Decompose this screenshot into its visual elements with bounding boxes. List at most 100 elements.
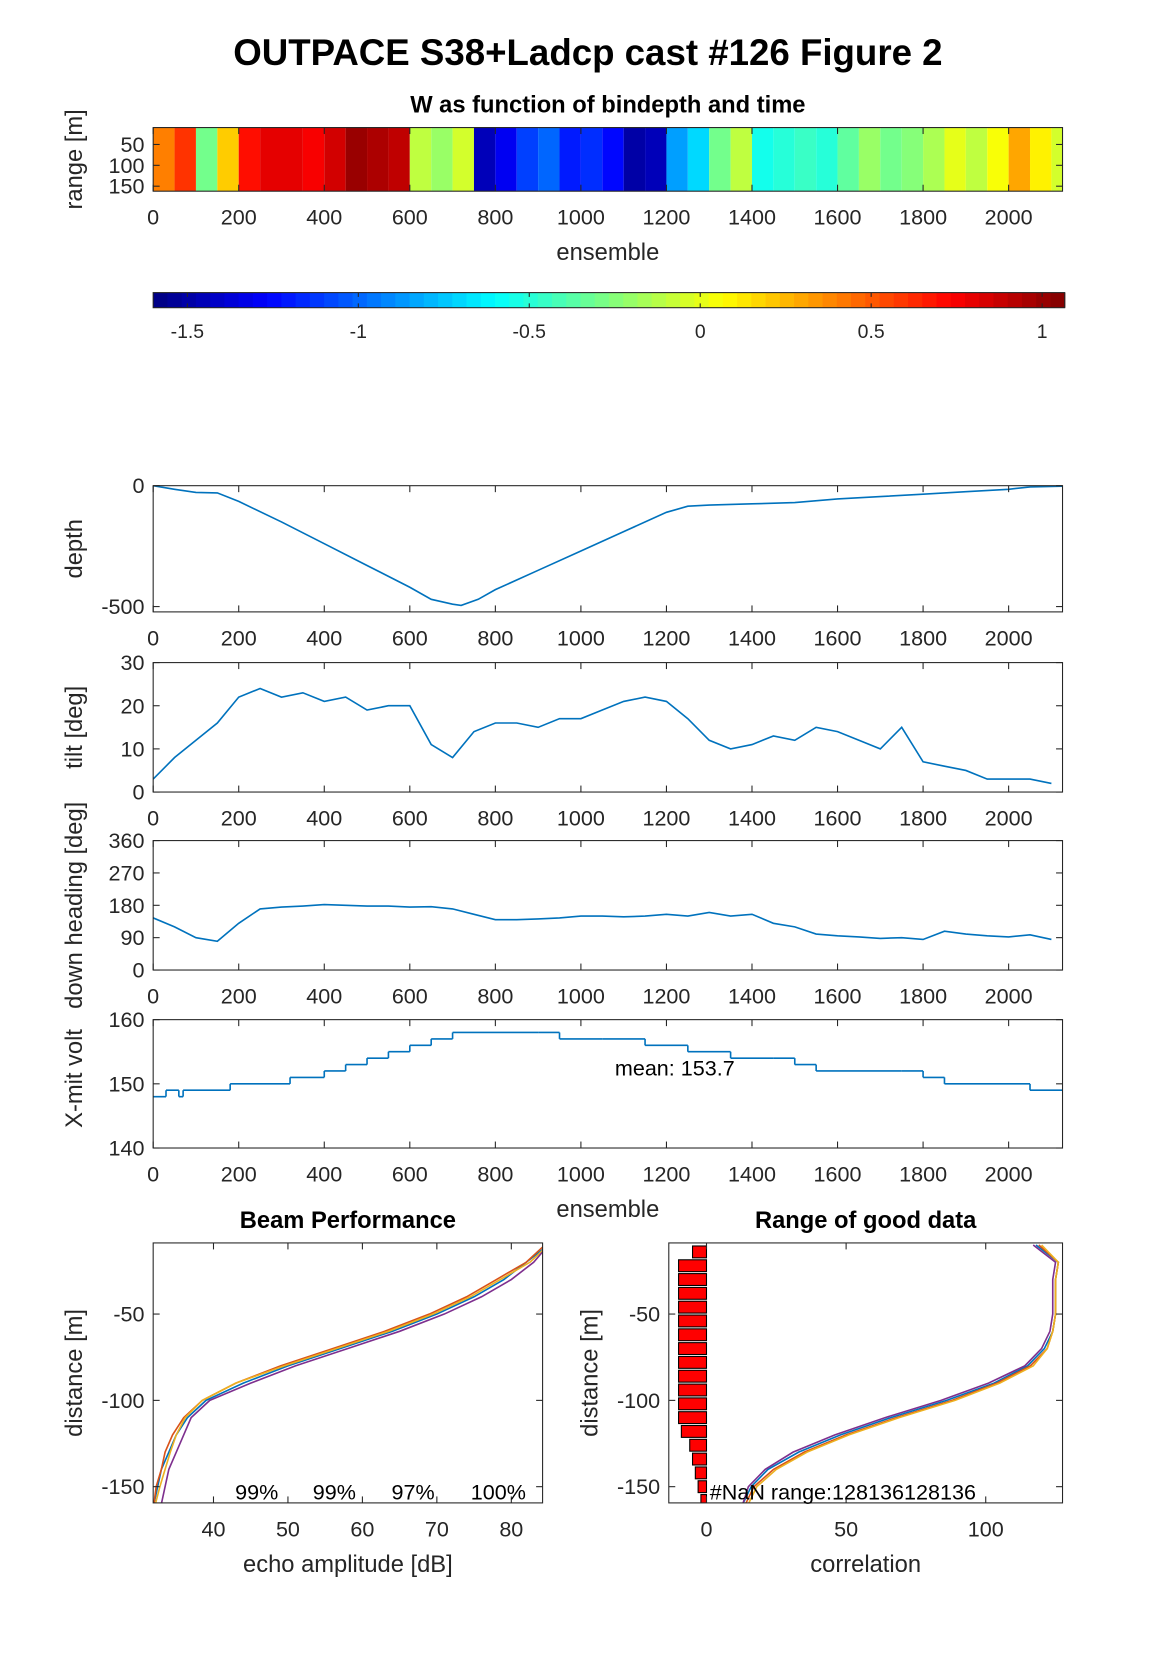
y-tick-label: 10 [121,736,145,761]
x-tick-label: 0 [147,205,159,230]
annotation: 100% [471,1480,526,1505]
heatmap-cell [837,127,859,192]
plot-area [153,485,1063,607]
x-tick-label: 200 [221,983,257,1008]
nan-bar [678,1383,708,1397]
profile-line [154,1249,543,1503]
colorbar-stripe [993,292,1009,308]
y-tick-label: -50 [629,1302,660,1327]
x-axis-label: ensemble [556,240,659,266]
colorbar-stripe [466,292,482,308]
y-tick-label: -150 [101,1474,144,1499]
y-tick-label: -100 [617,1388,660,1413]
nan-bar [678,1369,708,1383]
x-tick-label: 200 [221,625,257,650]
x-tick-label: 1200 [642,805,690,830]
axes-background [153,1242,543,1503]
y-tick-label: 160 [109,1007,145,1032]
nan-bar [694,1466,708,1480]
heatmap-cell [388,127,410,192]
axes-background [668,1242,1063,1503]
colorbar-stripe [238,292,254,308]
x-tick-label: 1400 [728,1161,776,1186]
x-tick-label: 0 [147,1161,159,1186]
heatmap-cell [260,127,282,192]
heatmap-cell [901,127,924,192]
heatmap-cell [324,127,346,192]
colorbar-tick-label: -0.5 [513,321,546,343]
x-tick-label: 400 [306,983,342,1008]
colorbar-stripe [494,292,510,308]
axes-title: Range of good data [755,1208,977,1234]
colorbar-stripe [908,292,923,308]
x-axis-label: correlation [810,1552,921,1578]
nan-bar [678,1286,708,1300]
axes-background [153,485,1063,612]
y-tick-label: 140 [109,1136,145,1161]
y-tick-label: 0 [133,958,145,983]
colorbar-tick-label: -1.5 [171,321,204,343]
colorbar-stripe [779,292,795,308]
colorbar-stripe [423,292,439,308]
colorbar-stripe [651,292,667,308]
colorbar-stripe [566,292,582,308]
x-tick-label: 800 [477,625,513,650]
x-tick-label: 200 [221,1161,257,1186]
annotation: 97% [392,1480,435,1505]
x-tick-label: 400 [306,805,342,830]
colorbar-stripe [879,292,895,308]
colorbar-stripe [794,292,809,308]
heatmap-cell [965,127,988,192]
heatmap-cell [816,127,838,192]
y-axis-label: X-mit volt [62,1029,88,1128]
heatmap-cell [687,127,710,192]
colorbar-stripe [281,292,297,308]
heatmap-cell [987,127,1009,192]
x-tick-label: 1200 [642,1161,690,1186]
x-axis-label: echo amplitude [dB] [243,1552,453,1578]
profile-line [153,1248,543,1503]
heatmap-cell [195,127,218,192]
heatmap-cell [409,127,432,192]
colorbar-tick-label: 0.5 [858,321,885,343]
x-tick-label: 2000 [985,983,1033,1008]
nan-bar [689,1438,708,1452]
colorbar-stripe [309,292,325,308]
colorbar-stripe [808,292,824,308]
x-tick-label: 800 [477,805,513,830]
x-tick-label: 1600 [814,1161,862,1186]
colorbar-stripe [665,292,681,308]
x-tick-label: 1400 [728,625,776,650]
axes-frame [152,1242,544,1504]
x-tick-label: 1400 [728,983,776,1008]
colorbar-stripe [580,292,596,308]
y-tick-label: 100 [109,153,145,178]
colorbar-stripe [594,292,610,308]
x-tick-label: 40 [201,1516,225,1541]
colorbar-stripe [737,292,752,308]
colorbar-stripe [438,292,453,308]
axes-frame [152,127,1064,192]
nan-bar [678,1411,708,1425]
y-tick-label: 20 [121,693,145,718]
x-tick-label: 1400 [728,205,776,230]
plot-area [153,127,1063,192]
colorbar-stripe [352,292,368,308]
x-tick-label: 400 [306,205,342,230]
x-tick-label: 400 [306,625,342,650]
colorbar-stripe [366,292,382,308]
x-tick-label: 1600 [814,625,862,650]
heatmap-cell [495,127,517,192]
nan-bar [678,1259,708,1273]
colorbar-stripe [509,292,525,308]
heatmap-cell [709,127,731,192]
heatmap-cell [773,127,795,192]
nan-bar [697,1480,708,1494]
annotation: 99% [313,1480,356,1505]
x-tick-label: 600 [392,205,428,230]
heatmap-cell [431,127,453,192]
x-tick-label: 1600 [814,205,862,230]
y-axis-label: distance [m] [62,1309,88,1437]
y-tick-label: -150 [617,1474,660,1499]
